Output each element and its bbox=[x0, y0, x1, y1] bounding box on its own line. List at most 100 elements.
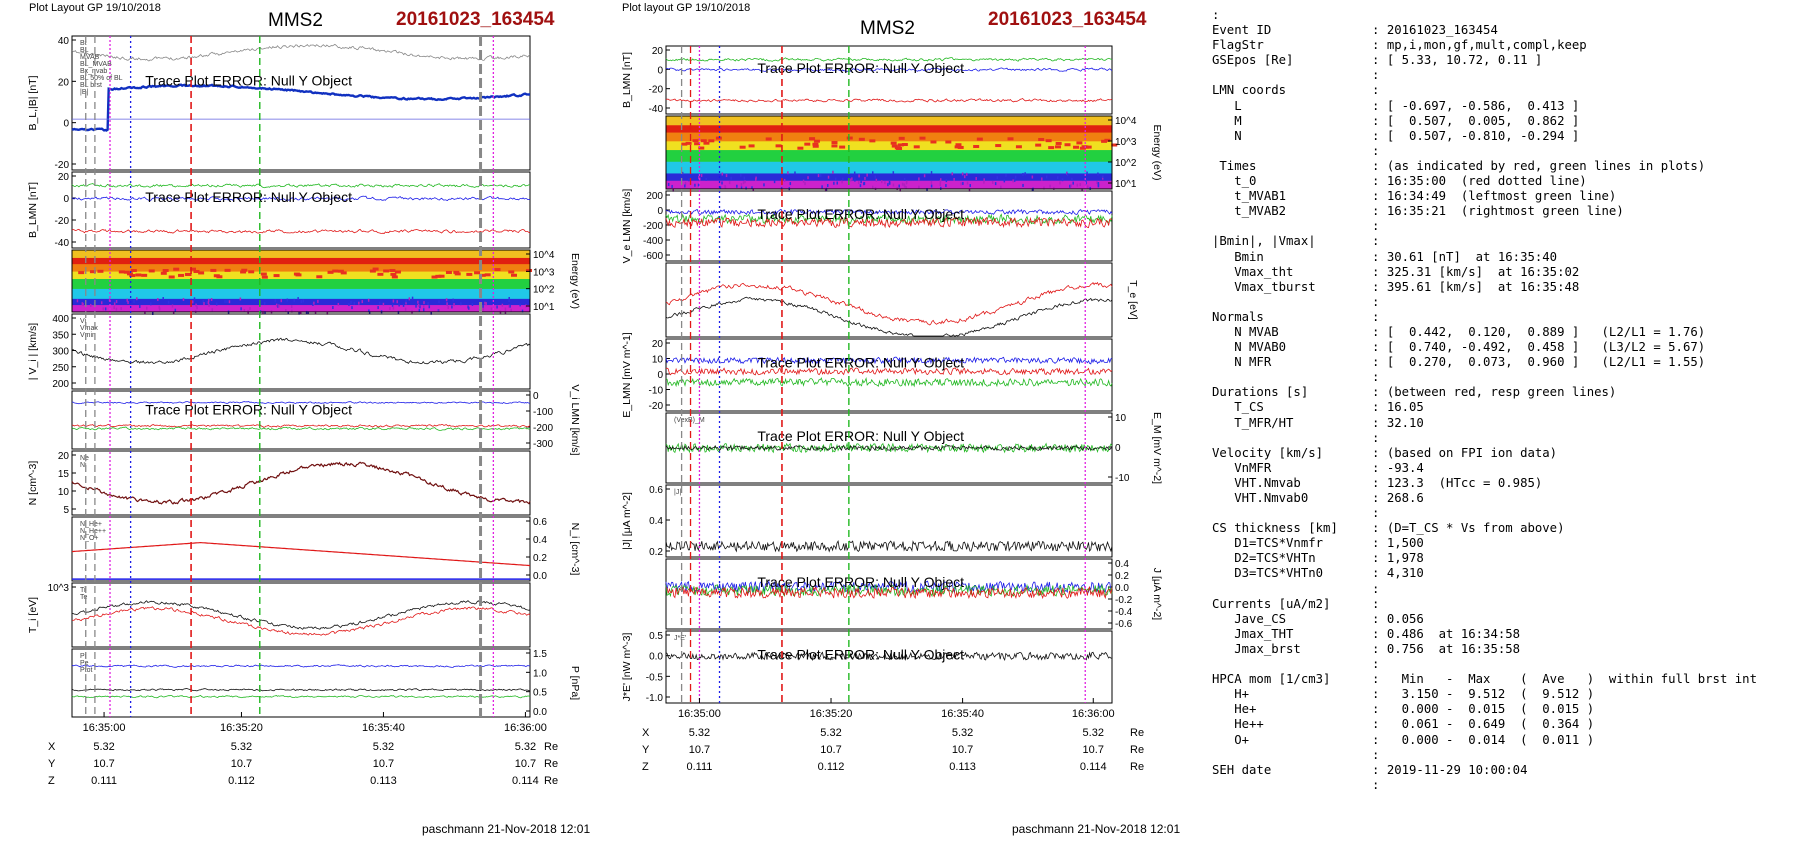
legend-entry: Vmax bbox=[80, 325, 98, 332]
spectrogram-speck bbox=[118, 270, 125, 274]
meta-row: Vmax_tht: 325.31 [km/s] at 16:35:02 bbox=[1212, 265, 1757, 280]
spectrogram-speck bbox=[452, 298, 454, 302]
y-tick-label: -200 bbox=[643, 221, 663, 232]
spectrogram-speck bbox=[189, 267, 196, 271]
spectrogram-speck bbox=[961, 172, 964, 176]
spectrogram-speck bbox=[1061, 178, 1064, 182]
spectrogram-speck bbox=[975, 177, 977, 181]
spectrogram-speck bbox=[891, 144, 898, 148]
spectrogram-speck bbox=[923, 174, 926, 178]
coord-row-label: Y bbox=[48, 758, 56, 770]
meta-value: 0.000 - 0.014 ( 0.011 ) bbox=[1386, 732, 1595, 747]
spectrogram-speck bbox=[1086, 171, 1088, 175]
y-tick-label: -20 bbox=[649, 85, 664, 96]
legend-entry: Ne bbox=[80, 455, 89, 462]
meta-colon: : bbox=[1372, 294, 1387, 309]
coord-value: 0.112 bbox=[818, 761, 845, 773]
meta-value: [ 0.270, 0.073, 0.960 ] (L2/L1 = 1.55) bbox=[1386, 355, 1706, 370]
spectrogram-speck bbox=[1041, 177, 1043, 181]
meta-value: [ 5.33, 10.72, 0.11 ] bbox=[1386, 53, 1543, 68]
spectrogram-speck bbox=[162, 269, 169, 273]
spectrogram-band bbox=[666, 149, 1112, 162]
spectrogram-speck bbox=[945, 140, 952, 144]
meta-colon: : bbox=[1372, 385, 1387, 400]
meta-colon: : bbox=[1372, 53, 1387, 68]
spectrogram-speck bbox=[215, 302, 218, 306]
error-text: Trace Plot ERROR: Null Y Object bbox=[757, 428, 964, 444]
meta-colon: : bbox=[1372, 324, 1387, 339]
meta-colon: : bbox=[1372, 98, 1387, 113]
meta-row: N MVAB0: [ 0.740, -0.492, 0.458 ] (L3/L2… bbox=[1212, 340, 1757, 355]
x-tick-label: 16:36:00 bbox=[1072, 708, 1115, 720]
spectrogram-speck bbox=[872, 171, 874, 175]
spectrogram-speck bbox=[290, 305, 293, 309]
spectrogram-speck bbox=[681, 171, 684, 175]
trace-bl bbox=[71, 183, 531, 189]
spectrogram-speck bbox=[402, 303, 405, 307]
meta-key bbox=[1212, 506, 1372, 521]
spectrogram-speck bbox=[681, 142, 688, 146]
meta-colon: : bbox=[1372, 370, 1387, 385]
meta-colon: : bbox=[1372, 355, 1387, 370]
meta-value: 16.05 bbox=[1386, 400, 1424, 415]
spectrogram-speck bbox=[437, 309, 440, 313]
trace-bl bbox=[71, 83, 530, 132]
spectrogram-speck bbox=[1022, 172, 1024, 176]
spectrogram-speck bbox=[383, 269, 390, 273]
spectrogram-speck bbox=[930, 140, 937, 144]
meta-value: 325.31 [km/s] at 16:35:02 bbox=[1386, 264, 1580, 279]
y-tick-label: -0.6 bbox=[1115, 619, 1133, 630]
spectrogram-speck bbox=[1066, 171, 1068, 175]
spectrogram-speck bbox=[422, 308, 425, 312]
spectrogram-speck bbox=[417, 300, 419, 304]
spectrogram-speck bbox=[474, 271, 481, 275]
spectrogram-speck bbox=[1022, 183, 1024, 187]
trace-vl bbox=[665, 208, 1113, 216]
spectrogram-speck bbox=[721, 172, 724, 176]
spectrogram-speck bbox=[875, 178, 878, 182]
spectrogram-speck bbox=[905, 180, 908, 184]
meta-key bbox=[1212, 144, 1372, 159]
spectrogram-speck bbox=[859, 184, 862, 188]
meta-key bbox=[1212, 68, 1372, 83]
coord-value: 0.111 bbox=[686, 761, 712, 773]
trace-te bbox=[665, 281, 1113, 326]
spectrogram-speck bbox=[302, 299, 304, 303]
y-tick-label: 10^3 bbox=[48, 583, 70, 594]
spectrogram-speck bbox=[824, 188, 827, 192]
spectrogram-speck bbox=[100, 301, 103, 305]
spectrogram-speck bbox=[460, 302, 462, 306]
spectrogram-speck bbox=[353, 301, 356, 305]
coord-row-label: Z bbox=[642, 761, 649, 773]
spectrogram-speck bbox=[1102, 175, 1104, 179]
spectrogram-speck bbox=[1031, 175, 1034, 179]
spectrogram-speck bbox=[945, 179, 948, 183]
spectrogram-speck bbox=[298, 311, 300, 315]
spectrogram-speck bbox=[224, 268, 231, 272]
error-text: Trace Plot ERROR: Null Y Object bbox=[757, 206, 964, 222]
trace-emb bbox=[665, 444, 1113, 452]
spectrogram-speck bbox=[411, 296, 414, 300]
meta-value: 268.6 bbox=[1386, 491, 1424, 505]
meta-key: He++ bbox=[1212, 717, 1264, 732]
spectrogram-speck bbox=[842, 177, 844, 181]
coord-value: 5.32 bbox=[231, 741, 252, 753]
meta-row: : bbox=[1212, 431, 1757, 446]
spectrogram-speck bbox=[1007, 137, 1014, 141]
meta-value: 395.61 [km/s] at 16:35:48 bbox=[1386, 279, 1580, 294]
y-axis-label: N_i [cm^-3] bbox=[569, 523, 580, 576]
spectrogram-speck bbox=[804, 182, 806, 186]
meta-row: LMN coords: bbox=[1212, 83, 1757, 98]
spectrogram-speck bbox=[484, 273, 491, 277]
spectrogram-speck bbox=[102, 307, 105, 311]
spectrogram-speck bbox=[1066, 173, 1069, 177]
spectrogram-speck bbox=[358, 301, 360, 305]
spectrogram-speck bbox=[519, 303, 521, 307]
spectrogram-speck bbox=[940, 178, 942, 182]
error-text: Trace Plot ERROR: Null Y Object bbox=[757, 574, 964, 590]
spectrogram-speck bbox=[919, 136, 926, 140]
spectrogram-speck bbox=[1000, 185, 1002, 189]
meta-row: M: [ 0.507, 0.005, 0.862 ] bbox=[1212, 114, 1757, 129]
spectrogram-speck bbox=[316, 275, 323, 279]
meta-colon: : bbox=[1372, 400, 1387, 415]
